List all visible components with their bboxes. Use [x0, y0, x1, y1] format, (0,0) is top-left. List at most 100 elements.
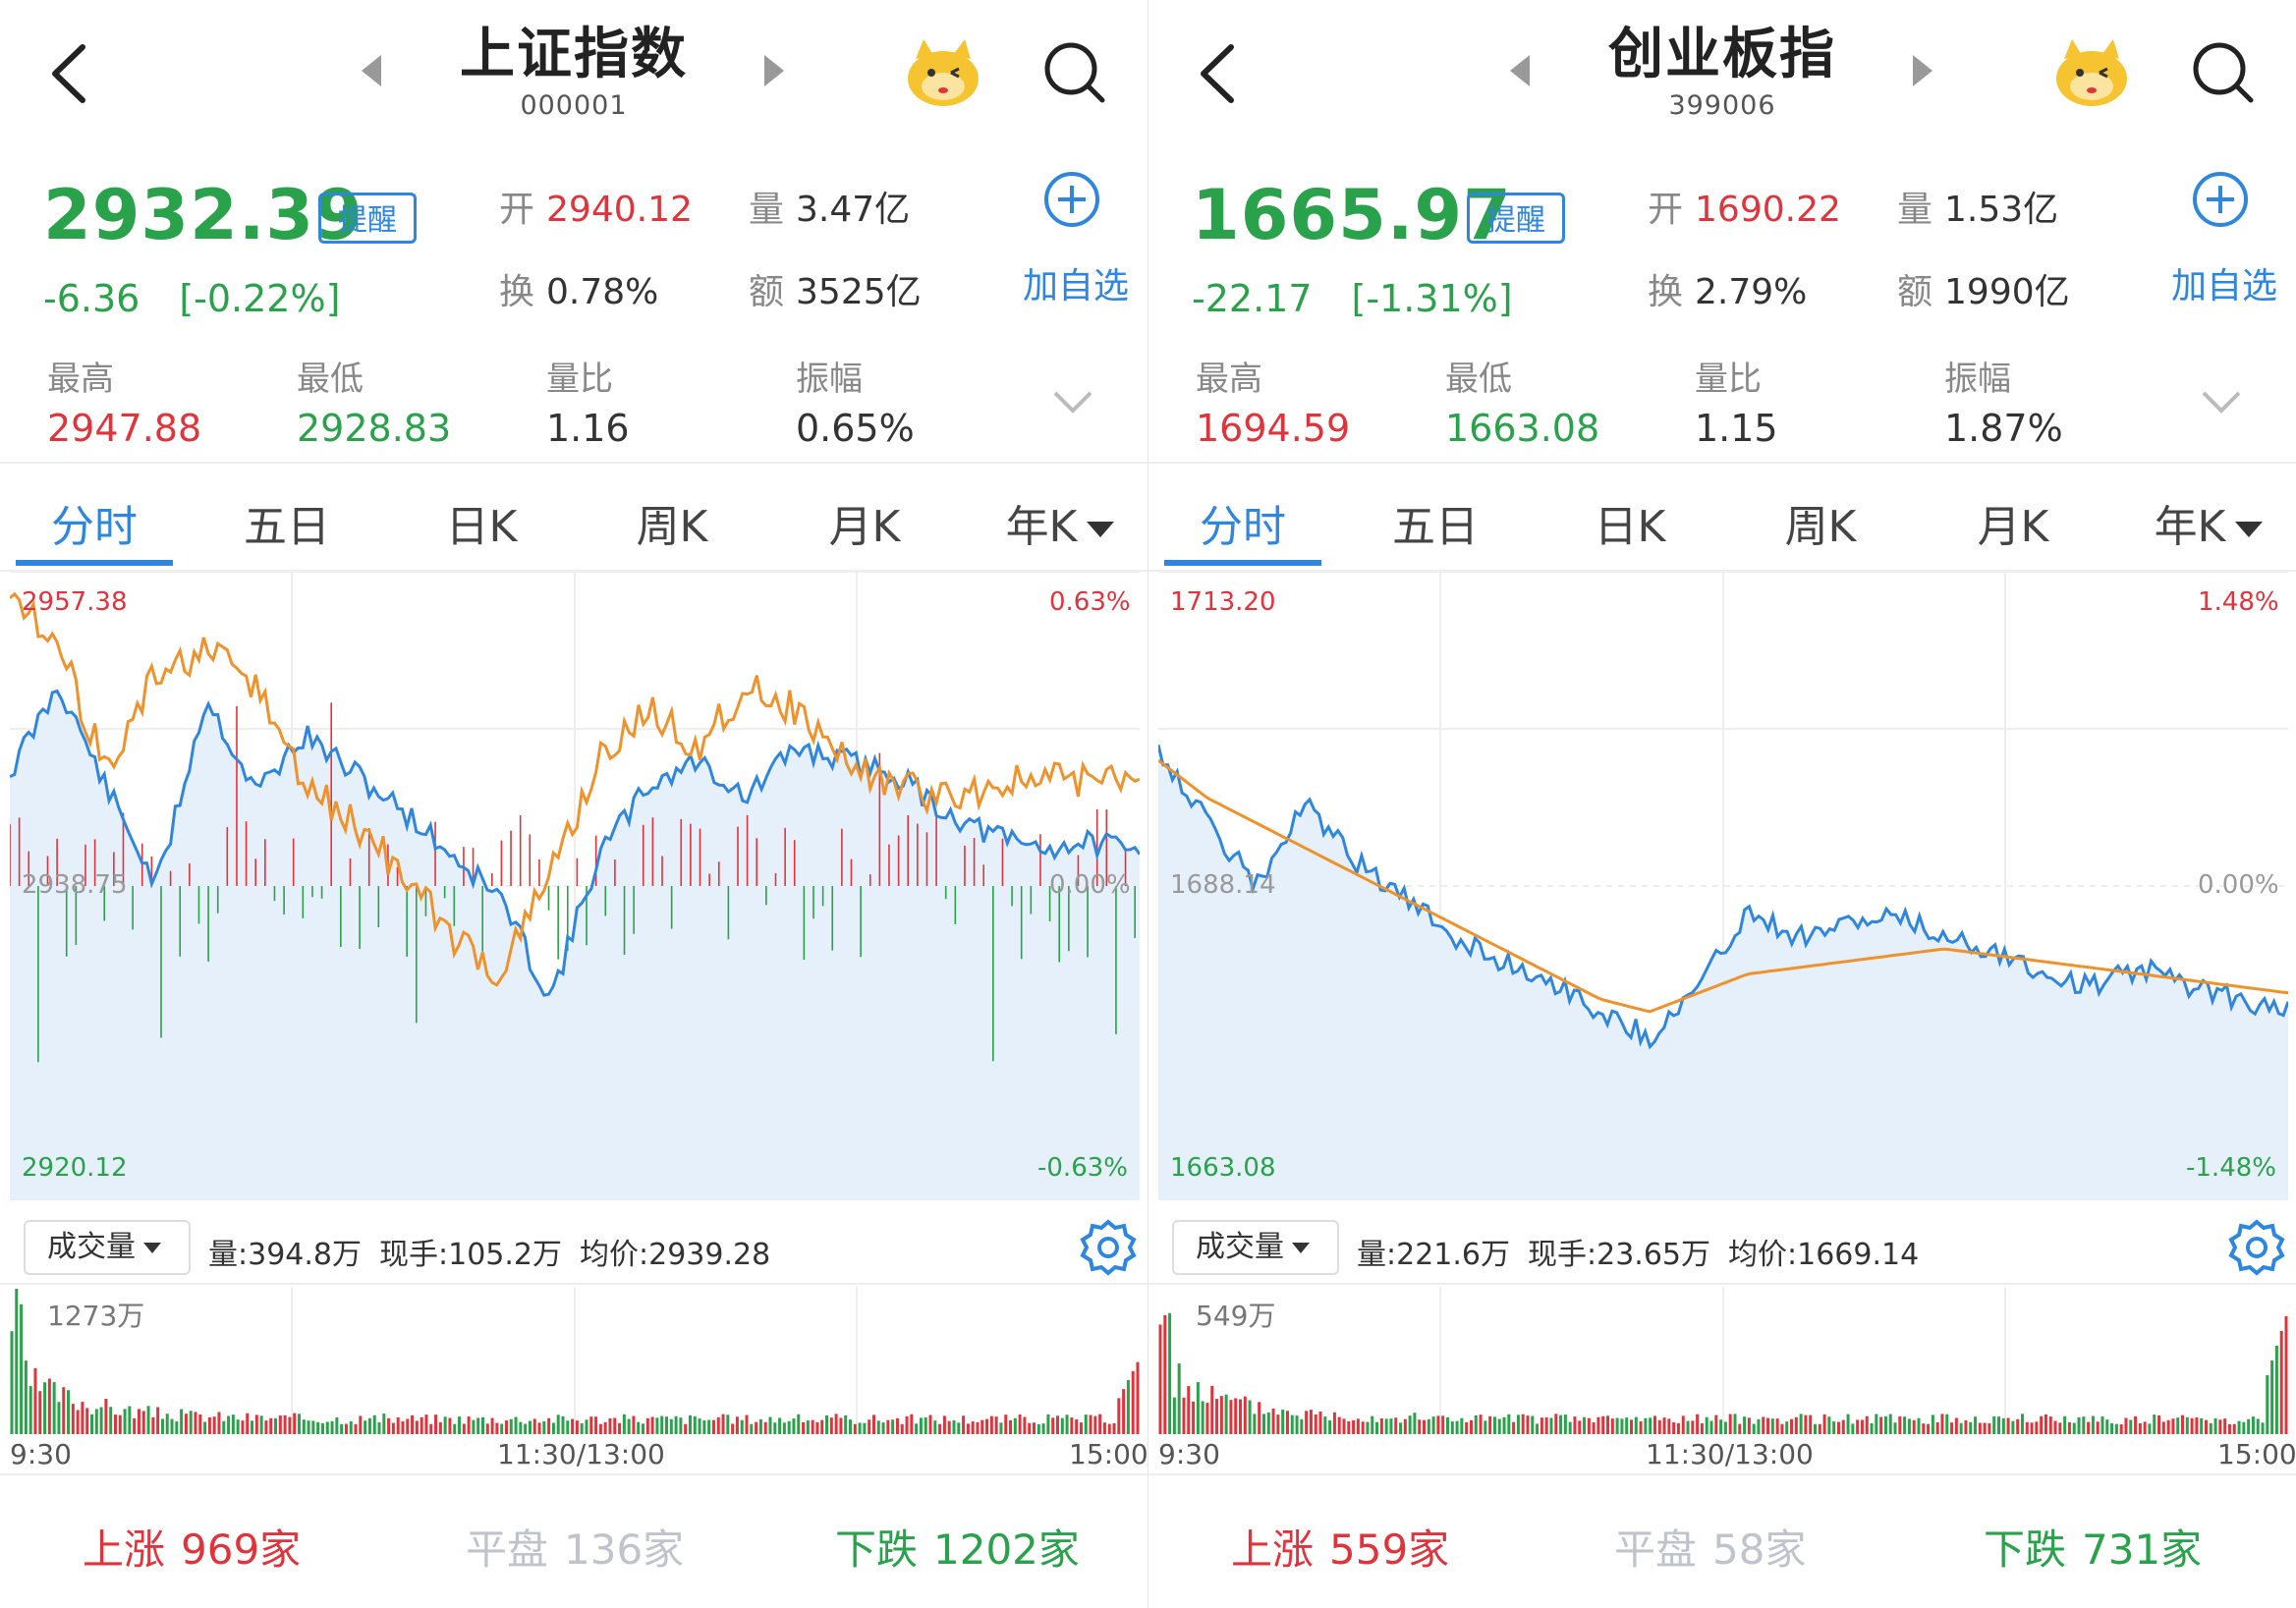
add-circle-icon[interactable] — [2192, 171, 2249, 228]
remind-button[interactable]: 提醒 — [1467, 193, 1565, 244]
divider — [0, 1283, 1148, 1285]
indicator-select[interactable]: 成交量 — [24, 1220, 191, 1275]
tab-five-day[interactable]: 五日 — [1392, 502, 1479, 552]
volume-info: 量:221.6万 现手:23.65万 均价:1669.14 — [1357, 1230, 1936, 1273]
caret-down-icon — [1087, 522, 1115, 537]
remind-button[interactable]: 提醒 — [318, 193, 417, 244]
mascot-icon[interactable] — [902, 35, 984, 110]
intraday-chart[interactable] — [10, 572, 1140, 1200]
volume-value: 1.53亿 — [1944, 190, 2059, 230]
tab-monthly-k[interactable]: 月K — [828, 502, 901, 552]
turnover-stat: 换 2.79% — [1648, 263, 1807, 314]
down-label: 下跌 — [1984, 1525, 2067, 1574]
open-label: 开 — [499, 190, 535, 230]
prev-arrow-icon[interactable] — [362, 55, 381, 86]
divider — [1148, 1283, 2296, 1285]
next-arrow-icon[interactable] — [1913, 55, 1932, 86]
tab-daily-k[interactable]: 日K — [445, 502, 518, 552]
back-arrow-icon[interactable] — [39, 39, 98, 108]
open-stat: 开 1690.22 — [1648, 181, 1841, 232]
chart-bottom-price: 1663.08 — [1170, 1153, 1276, 1183]
low-label: 最低 — [297, 360, 364, 399]
active-tab-indicator — [16, 560, 173, 566]
page-title: 上证指数 — [460, 23, 688, 86]
intraday-chart[interactable] — [1158, 572, 2288, 1200]
volume-total: 量:394.8万 — [208, 1238, 362, 1272]
amp-value: 0.65% — [796, 407, 915, 450]
stock-code: 399006 — [1668, 90, 1776, 121]
tab-yearly-k-label: 年K — [1005, 502, 1078, 552]
tab-weekly-k[interactable]: 周K — [636, 502, 708, 552]
add-circle-icon[interactable] — [1043, 171, 1100, 228]
turnover-stat: 换 0.78% — [499, 263, 658, 314]
price-line — [1158, 744, 2288, 1050]
turnover-value: 0.78% — [546, 272, 659, 312]
amount-value: 3525亿 — [796, 272, 922, 312]
next-arrow-icon[interactable] — [764, 55, 784, 86]
up-count: 上涨 559家 — [1231, 1517, 1449, 1577]
volume-current: 现手:105.2万 — [379, 1238, 562, 1272]
turnover-label: 换 — [1648, 272, 1684, 312]
tab-weekly-k[interactable]: 周K — [1784, 502, 1857, 552]
down-label: 下跌 — [835, 1525, 919, 1574]
panel-shanghai-index: 上证指数 000001 2932.39 提醒 -6.36 [-0.22%] 开 29… — [0, 23, 1148, 1608]
tab-five-day[interactable]: 五日 — [244, 502, 330, 552]
amount-stat: 额 3525亿 — [749, 263, 922, 314]
gear-icon[interactable] — [2227, 1218, 2286, 1277]
tab-yearly-k[interactable]: 年K — [977, 491, 1144, 554]
add-watchlist-button[interactable]: 加自选 — [1022, 266, 1129, 306]
tab-yearly-k[interactable]: 年K — [2125, 491, 2292, 554]
up-label: 上涨 — [1231, 1525, 1315, 1574]
divider — [0, 462, 1148, 464]
chart-top-price: 2957.38 — [22, 587, 128, 617]
price-line — [10, 689, 1140, 997]
volume-label: 量 — [749, 190, 785, 230]
tab-yearly-k-label: 年K — [2154, 502, 2226, 552]
volume-chart[interactable] — [10, 1287, 1140, 1434]
tab-intraday[interactable]: 分时 — [1200, 502, 1286, 552]
volume-toolbar: 成交量 量:221.6万 现手:23.65万 均价:1669.14 — [1172, 1214, 2292, 1283]
chart-tabs: 分时 五日 日K 周K 月K 年K — [1148, 464, 2296, 572]
flat-label: 平盘 — [1614, 1525, 1698, 1574]
tab-daily-k[interactable]: 日K — [1594, 502, 1666, 552]
chevron-down-icon[interactable] — [2200, 387, 2243, 416]
market-breadth: 上涨 969家 平盘 136家 下跌 1202家 — [0, 1473, 1148, 1608]
volume-stat: 量 3.47亿 — [749, 181, 910, 232]
search-icon[interactable] — [2190, 39, 2257, 106]
search-icon[interactable] — [1041, 39, 1108, 106]
up-label: 上涨 — [83, 1525, 166, 1574]
volume-current: 现手:23.65万 — [1528, 1238, 1710, 1272]
add-watchlist-button[interactable]: 加自选 — [2170, 266, 2277, 306]
turnover-value: 2.79% — [1695, 272, 1808, 312]
chart-top-price: 1713.20 — [1170, 587, 1276, 617]
page-title: 创业板指 — [1608, 23, 1836, 86]
indicator-select-label: 成交量 — [47, 1230, 136, 1264]
high-value: 2947.88 — [47, 407, 202, 450]
indicator-select[interactable]: 成交量 — [1172, 1220, 1339, 1275]
average-price: 均价:1669.14 — [1728, 1238, 1920, 1272]
chart-bottom-pct: -1.48% — [2186, 1153, 2276, 1183]
up-value: 559家 — [1329, 1525, 1450, 1574]
down-value: 731家 — [2082, 1525, 2203, 1574]
open-value: 2940.12 — [546, 190, 693, 230]
market-breadth: 上涨 559家 平盘 58家 下跌 731家 — [1148, 1473, 2296, 1608]
tab-intraday[interactable]: 分时 — [51, 502, 138, 552]
price-change: -22.17 [-1.31%] — [1192, 277, 1513, 320]
gear-icon[interactable] — [1079, 1218, 1138, 1277]
tab-monthly-k[interactable]: 月K — [1977, 502, 2049, 552]
prev-arrow-icon[interactable] — [1510, 55, 1530, 86]
price-change: -6.36 [-0.22%] — [43, 277, 340, 320]
current-price: 2932.39 — [43, 175, 364, 255]
volume-chart[interactable] — [1158, 1287, 2288, 1434]
divider — [1148, 570, 2296, 572]
mascot-icon[interactable] — [2050, 35, 2133, 110]
change-percent: [-0.22%] — [179, 277, 341, 320]
ratio-label: 量比 — [546, 360, 613, 399]
chevron-down-icon[interactable] — [1051, 387, 1094, 416]
indicator-select-label: 成交量 — [1196, 1230, 1284, 1264]
back-arrow-icon[interactable] — [1188, 39, 1247, 108]
high-label: 最高 — [1196, 360, 1262, 399]
divider — [1148, 1473, 2296, 1475]
divider — [1148, 462, 2296, 464]
